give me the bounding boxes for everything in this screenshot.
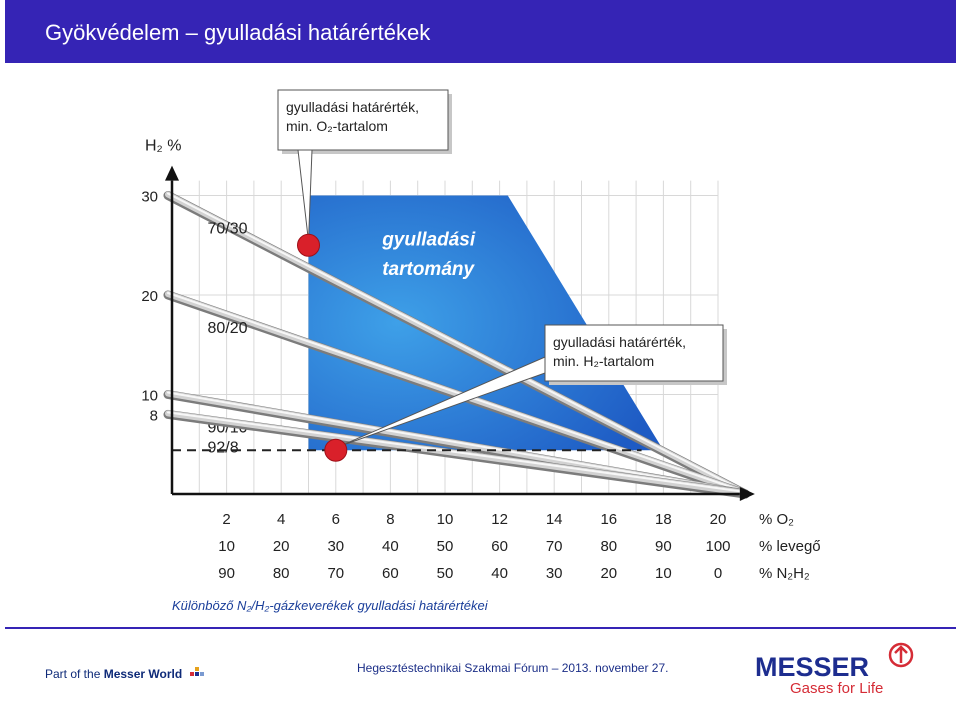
x-tick-label: 30 (546, 565, 563, 582)
x-tick-label: 18 (655, 511, 672, 528)
x-tick-label: 50 (437, 565, 454, 582)
region-label-line2: tartomány (382, 259, 475, 280)
series-label: 70/30 (207, 221, 247, 238)
x-tick-label: 16 (600, 511, 617, 528)
x-tick-label: 10 (218, 538, 235, 555)
y-tick-label: 30 (141, 189, 158, 206)
footer-divider (5, 627, 956, 629)
messer-logo: MESSER Gases for Life (752, 642, 922, 700)
x-tick-label: 70 (327, 565, 344, 582)
y-tick-label: 8 (150, 407, 158, 424)
chart-caption: Különböző N₂/H₂-gázkeverékek gyulladási … (172, 598, 489, 613)
limit-markers (297, 233, 348, 462)
x-tick-label: 80 (273, 565, 290, 582)
x-tick-label: 80 (600, 538, 617, 555)
x-tick-label: 0 (714, 565, 722, 582)
limit-marker-1 (297, 233, 320, 257)
callout-text-line2: min. O₂-tartalom (286, 118, 388, 134)
footer-event: Hegesztéstechnikai Szakmai Fórum – 2013.… (357, 661, 669, 675)
x-tick-label: 6 (332, 511, 340, 528)
callout-text-line1: gyulladási határérték, (286, 99, 419, 115)
footer-part-of: Part of the Messer World (45, 667, 182, 681)
x-tick-label: 20 (273, 538, 290, 555)
x-tick-label: 90 (218, 565, 235, 582)
x-row-label: % O₂ (759, 511, 794, 528)
series-line-highlight (167, 411, 747, 493)
callout-1: gyulladási határérték, min. O₂-tartalom (277, 89, 452, 242)
y-tick-label: 10 (141, 388, 158, 405)
callout-box (277, 89, 449, 151)
x-row-label: % N₂H₂ (759, 565, 810, 582)
x-tick-label: 10 (655, 565, 672, 582)
series-70-30: 70/30 (163, 191, 750, 499)
footer-messer-world: Messer World (103, 667, 183, 681)
ignition-region-area (308, 195, 664, 451)
x-tick-label: 40 (491, 565, 508, 582)
x-tick-label: 20 (600, 565, 617, 582)
ignition-region: gyulladási tartomány (308, 195, 664, 451)
series-92-8: 92/8 (163, 409, 750, 499)
logo-wordmark: MESSER (755, 652, 870, 682)
series-line-highlight (167, 192, 747, 493)
x-tick-label: 40 (382, 538, 399, 555)
series-80-20: 80/20 (163, 290, 750, 499)
x-tick-label: 8 (386, 511, 394, 528)
limit-marker-2 (324, 438, 348, 462)
region-label-line1: gyulladási (381, 229, 476, 250)
y-tick-label: 20 (141, 288, 158, 305)
x-tick-label: 20 (710, 511, 727, 528)
x-tick-label: 10 (437, 511, 454, 528)
x-tick-label: 90 (655, 538, 672, 555)
page-title: Gyökvédelem – gyulladási határértékek (45, 20, 431, 45)
x-tick-label: 60 (382, 565, 399, 582)
callouts: gyulladási határérték,min. O₂-tartalomgy… (277, 89, 727, 447)
x-tick-label: 70 (546, 538, 563, 555)
series-line-highlight (167, 292, 747, 493)
x-tick-label: 50 (437, 538, 454, 555)
x-row-label: % levegő (759, 538, 821, 555)
x-axis-arrow-icon (739, 487, 755, 501)
axes (165, 165, 755, 501)
series-label: 80/20 (207, 320, 247, 337)
tick-labels: H₂ % 8 10 20 30 2 4 6 8 10 12 14 16 18 20 % O₂ 10 20 30 40 5… (141, 138, 820, 582)
x-tick-label: 14 (546, 511, 563, 528)
messer-emblem-icon (888, 642, 914, 668)
series-label: 92/8 (207, 439, 238, 456)
callout-2: gyulladási határérték, min. H₂-tartalom (339, 324, 727, 447)
logo-tagline: Gases for Life (790, 680, 884, 697)
footer-part-of-prefix: Part of the (45, 667, 104, 681)
x-tick-label: 2 (222, 511, 230, 528)
callout-box (544, 324, 724, 382)
y-axis-label: H₂ % (145, 138, 181, 155)
x-tick-label: 60 (491, 538, 508, 555)
series-line-highlight (167, 391, 747, 493)
header-bar: Gyökvédelem – gyulladási határértékek (5, 0, 956, 63)
x-tick-label: 12 (491, 511, 508, 528)
x-tick-label: 4 (277, 511, 285, 528)
y-axis-arrow-icon (165, 165, 179, 181)
messer-world-dots-icon (190, 666, 204, 680)
callout-text-line2: min. H₂-tartalom (553, 353, 654, 369)
x-tick-label: 100 (705, 538, 730, 555)
callout-text-line1: gyulladási határérték, (553, 334, 686, 350)
x-tick-label: 30 (327, 538, 344, 555)
